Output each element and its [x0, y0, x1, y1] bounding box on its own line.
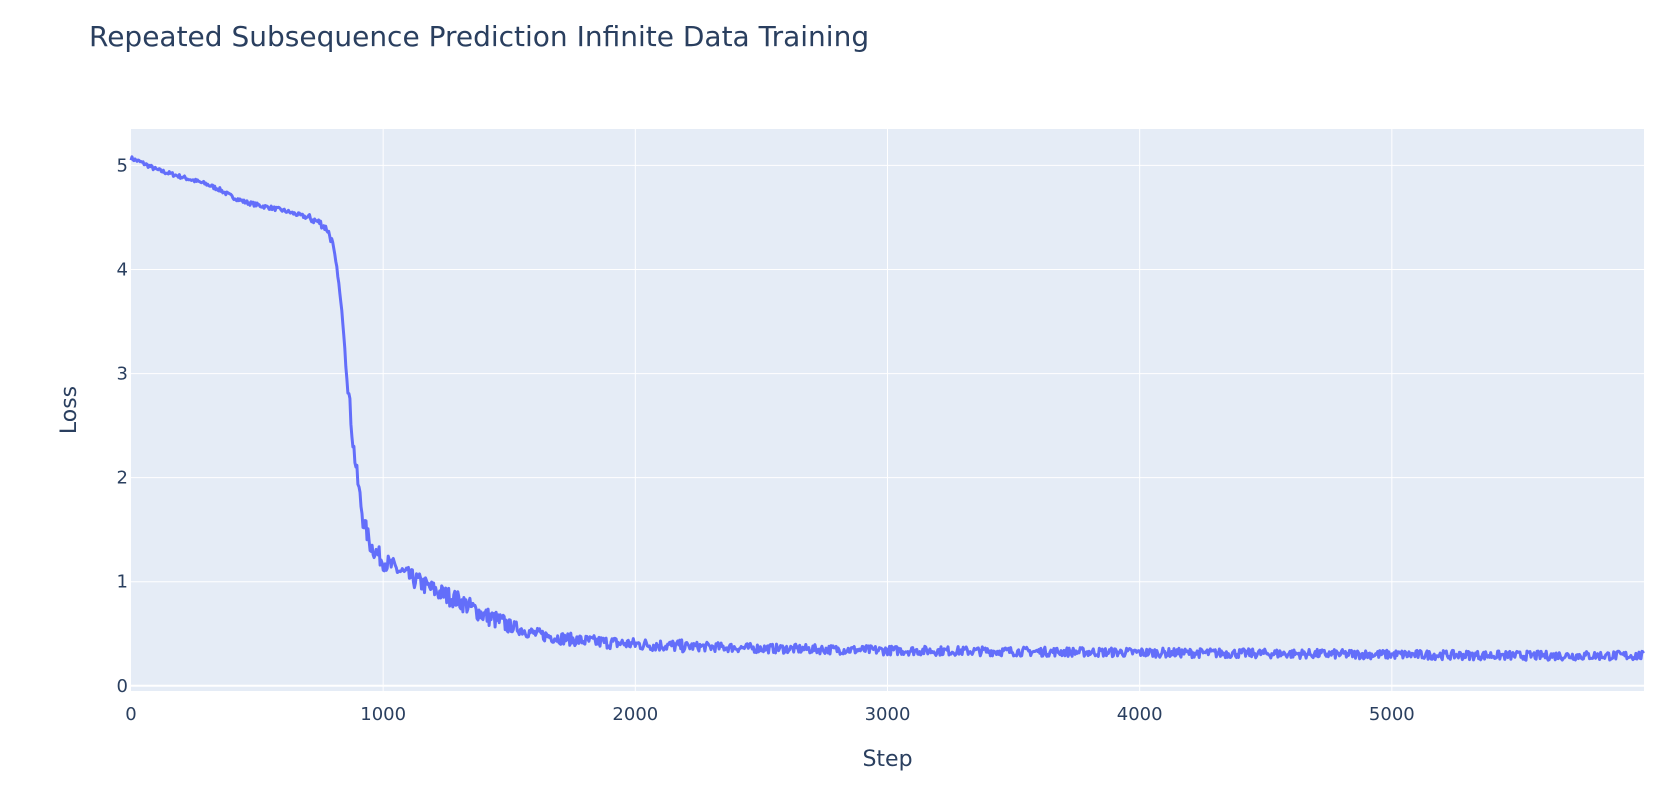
x-tick-label: 5000 [1369, 704, 1415, 725]
x-tick-label: 3000 [865, 704, 911, 725]
y-axis-title: Loss [57, 386, 82, 434]
y-tick-label: 2 [117, 468, 128, 489]
x-axis-title: Step [862, 747, 912, 772]
x-tick-label: 0 [125, 704, 136, 725]
y-tick-label: 4 [117, 260, 128, 281]
gridlines [131, 129, 1644, 691]
y-tick-label: 3 [117, 364, 128, 385]
loss-line [129, 155, 1645, 662]
y-tick-label: 5 [117, 155, 128, 176]
y-tick-label: 1 [117, 572, 128, 593]
y-axis-ticks: 0 1 2 3 4 5 [117, 155, 128, 696]
x-tick-label: 1000 [360, 704, 406, 725]
x-axis-ticks: 0 1000 2000 3000 4000 5000 [125, 704, 1414, 725]
x-tick-label: 2000 [612, 704, 658, 725]
chart-title: Repeated Subsequence Prediction Infinite… [89, 20, 870, 53]
y-tick-label: 0 [117, 676, 128, 697]
x-tick-label: 4000 [1117, 704, 1163, 725]
